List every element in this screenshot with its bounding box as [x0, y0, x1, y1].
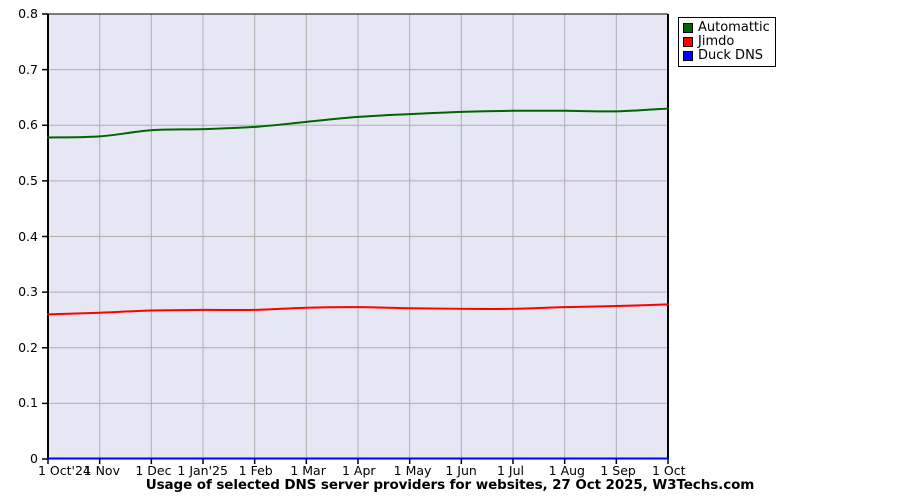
series-line-jimdo	[47, 303, 669, 316]
y-tick-label: 0.1	[18, 395, 38, 411]
legend-color-swatch-icon	[683, 23, 693, 33]
legend-item-label: Jimdo	[698, 34, 735, 49]
y-tick-label: 0.3	[18, 284, 38, 300]
x-tick-label: 1 Oct'24	[38, 463, 91, 478]
y-tick-label: 0	[30, 451, 38, 466]
legend-item-duck-dns: Duck DNS	[683, 49, 770, 63]
y-tick-label: 0.4	[18, 228, 38, 244]
x-tick-label: 1 Dec	[135, 463, 172, 478]
x-tick-label: 1 Apr	[342, 463, 376, 478]
x-tick-label: 1 Feb	[238, 463, 273, 478]
y-tick-label: 0.7	[18, 61, 38, 77]
x-tick-label: 1 Mar	[290, 463, 326, 478]
chart-legend: Automattic Jimdo Duck DNS	[678, 17, 776, 67]
x-tick-label: 1 Nov	[83, 463, 120, 478]
legend-item-automattic: Automattic	[683, 21, 770, 35]
legend-item-jimdo: Jimdo	[683, 35, 770, 49]
y-tick-label: 0.6	[18, 117, 38, 133]
x-tick-label: 1 Sep	[600, 463, 636, 478]
y-tick-label: 0.2	[18, 339, 38, 355]
legend-color-swatch-icon	[683, 37, 693, 47]
x-tick-label: 1 May	[393, 463, 432, 478]
legend-item-label: Duck DNS	[698, 48, 764, 63]
chart-caption: Usage of selected DNS server providers f…	[145, 477, 755, 493]
x-tick-label: 1 Aug	[548, 463, 585, 478]
x-tick-label: 1 Jul	[497, 463, 525, 478]
series-line-automattic	[47, 107, 669, 139]
x-tick-label: 1 Oct	[652, 463, 686, 478]
x-tick-label: 1 Jan'25	[177, 463, 228, 478]
legend-color-swatch-icon	[683, 51, 693, 61]
y-tick-label: 0.8	[18, 6, 38, 21]
x-tick-label: 1 Jun	[445, 463, 477, 478]
legend-item-label: Automattic	[698, 20, 770, 35]
y-tick-label: 0.5	[18, 172, 38, 188]
